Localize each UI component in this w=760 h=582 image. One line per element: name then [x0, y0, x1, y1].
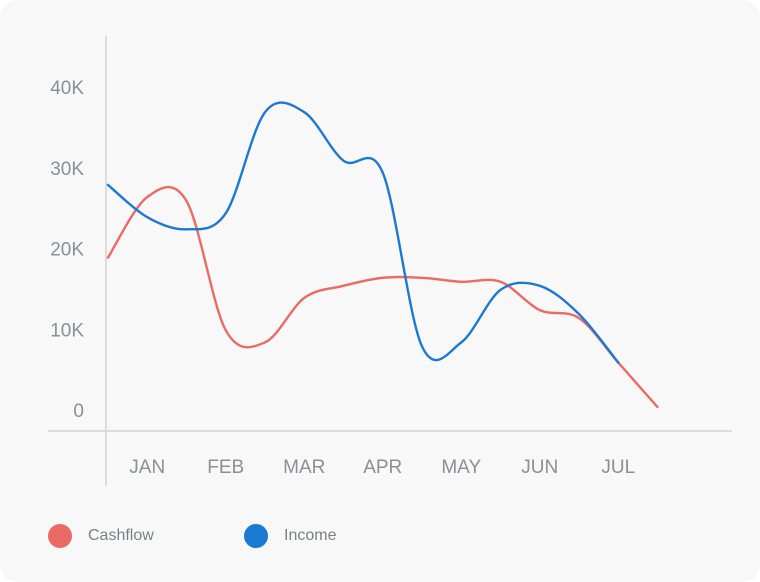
x-tick-label: JAN — [129, 457, 165, 478]
y-tick-label: 20K — [50, 240, 84, 261]
line-chart: 0 10K 20K 30K 40K JAN FEB MAR APR MAY JUN JUL — [48, 36, 732, 486]
y-tick-label: 0 — [73, 401, 84, 422]
y-tick-label: 10K — [50, 320, 84, 341]
income-color-dot — [244, 524, 268, 548]
legend-item-cashflow[interactable]: Cashflow — [48, 524, 154, 548]
series-line-cashflow — [106, 185, 659, 409]
cashflow-color-dot — [48, 524, 72, 548]
x-tick-label: MAY — [441, 457, 481, 478]
series-line-income — [106, 101, 620, 364]
x-tick-label: JUL — [601, 457, 635, 478]
x-tick-label: JUN — [521, 457, 558, 478]
legend-item-income[interactable]: Income — [244, 524, 336, 548]
x-tick-label: APR — [363, 457, 402, 478]
y-tick-label: 40K — [50, 78, 84, 99]
chart-legend: Cashflow Income — [0, 524, 760, 554]
y-tick-label: 30K — [50, 159, 84, 180]
legend-label-cashflow: Cashflow — [88, 527, 154, 544]
x-tick-label: MAR — [283, 457, 325, 478]
x-tick-label: FEB — [207, 457, 244, 478]
legend-label-income: Income — [284, 527, 337, 544]
